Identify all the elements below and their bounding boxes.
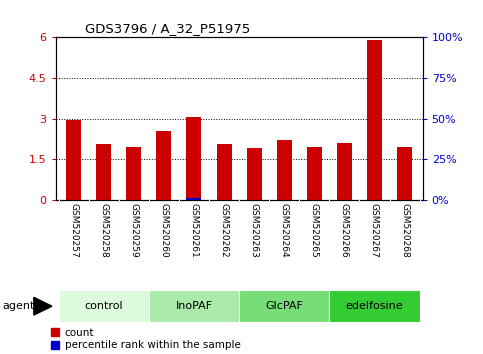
Bar: [58, 290, 149, 322]
Text: control: control: [85, 301, 123, 311]
Bar: [66, 120, 81, 200]
Text: GSM520266: GSM520266: [340, 202, 349, 257]
Text: GDS3796 / A_32_P51975: GDS3796 / A_32_P51975: [85, 22, 250, 35]
Bar: [247, 148, 262, 200]
Polygon shape: [34, 297, 52, 315]
Bar: [397, 147, 412, 200]
Text: GSM520263: GSM520263: [250, 202, 258, 257]
Text: InoPAF: InoPAF: [175, 301, 213, 311]
Text: GSM520267: GSM520267: [370, 202, 379, 257]
Bar: [156, 131, 171, 200]
Text: agent: agent: [2, 301, 35, 311]
Text: edelfosine: edelfosine: [346, 301, 403, 311]
Bar: [329, 290, 420, 322]
Legend: count, percentile rank within the sample: count, percentile rank within the sample: [51, 328, 241, 350]
Bar: [307, 147, 322, 200]
Text: GSM520258: GSM520258: [99, 202, 108, 257]
Bar: [126, 147, 142, 200]
Bar: [367, 40, 382, 200]
Bar: [239, 290, 329, 322]
Text: GSM520262: GSM520262: [220, 202, 228, 257]
Text: GlcPAF: GlcPAF: [265, 301, 303, 311]
Text: GSM520260: GSM520260: [159, 202, 169, 257]
Bar: [337, 143, 352, 200]
Text: GSM520264: GSM520264: [280, 202, 289, 257]
Bar: [186, 117, 201, 200]
Bar: [186, 198, 201, 200]
Text: GSM520265: GSM520265: [310, 202, 319, 257]
Bar: [277, 140, 292, 200]
Text: GSM520261: GSM520261: [189, 202, 199, 257]
Text: GSM520268: GSM520268: [400, 202, 409, 257]
Text: GSM520257: GSM520257: [69, 202, 78, 257]
Bar: [96, 144, 111, 200]
Text: GSM520259: GSM520259: [129, 202, 138, 257]
Bar: [216, 144, 231, 200]
Bar: [149, 290, 239, 322]
